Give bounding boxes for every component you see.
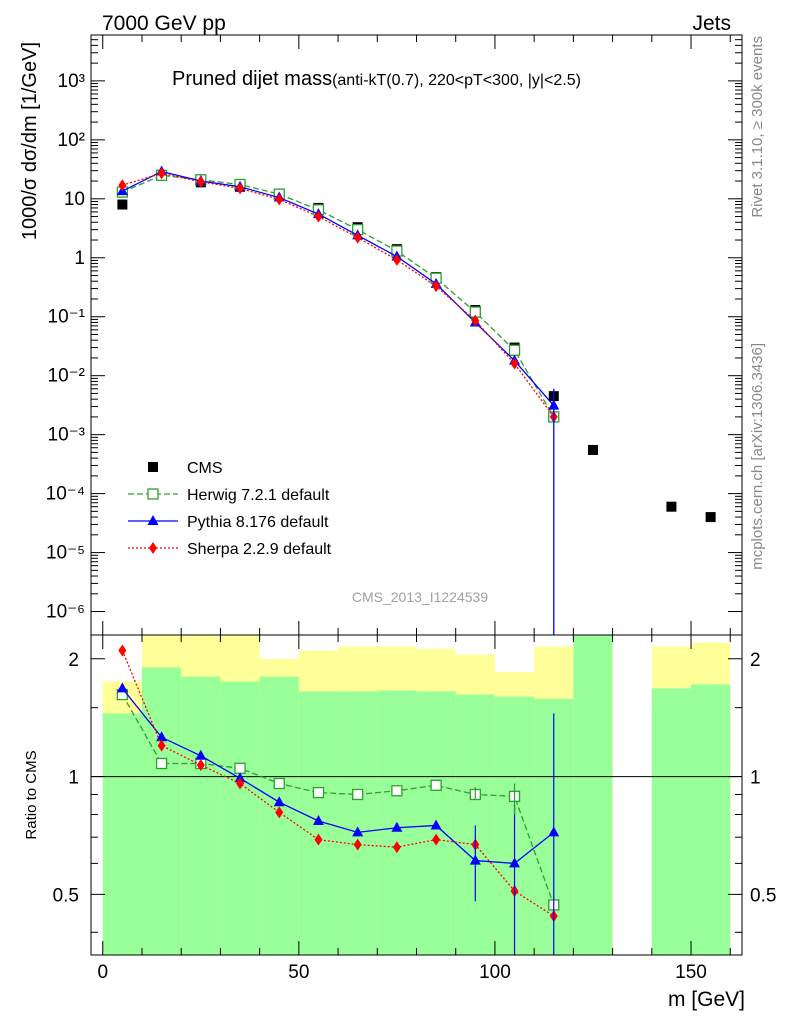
ratio-ytick-label-right: 0.5 bbox=[750, 885, 776, 906]
ratio-point bbox=[234, 762, 246, 774]
data-point bbox=[510, 357, 519, 370]
main-ytick-label: 10⁻⁶ bbox=[46, 602, 85, 623]
data-point bbox=[314, 210, 323, 223]
ratio-point bbox=[236, 777, 245, 790]
ratio-point bbox=[432, 833, 441, 846]
data-point bbox=[275, 193, 284, 206]
main-ytick-label: 10³ bbox=[58, 71, 85, 92]
uncertainty-band-inner bbox=[691, 684, 731, 955]
legend-marker bbox=[149, 542, 157, 554]
uncertainty-band-inner bbox=[181, 676, 221, 955]
main-ytick-label: 10 bbox=[64, 189, 85, 210]
ratio-point bbox=[273, 777, 285, 790]
ratio-ytick-label-right: 1 bbox=[750, 768, 761, 789]
data-point bbox=[666, 501, 677, 512]
uncertainty-band-inner bbox=[573, 635, 613, 955]
ratio-xtick-label: 100 bbox=[479, 962, 511, 983]
legend-marker bbox=[148, 462, 158, 472]
ratio-point bbox=[352, 788, 364, 801]
main-ytick-label: 10⁻⁴ bbox=[46, 484, 85, 505]
ratio-xtick-label: 50 bbox=[288, 962, 309, 983]
main-ylabel: 1000/σ dσ/dm [1/GeV] bbox=[19, 42, 41, 240]
ratio-point bbox=[118, 644, 127, 657]
main-ytick-label: 10⁻² bbox=[48, 366, 86, 387]
series-line bbox=[122, 174, 555, 418]
ratio-point bbox=[353, 838, 362, 851]
ratio-point bbox=[116, 682, 128, 693]
uncertainty-band-inner bbox=[220, 681, 260, 955]
main-ytick-label: 10⁻⁵ bbox=[46, 543, 85, 564]
ratio-point bbox=[155, 757, 168, 770]
ratio-point bbox=[312, 786, 325, 799]
ratio-series-line bbox=[121, 687, 555, 865]
ratio-point bbox=[273, 796, 285, 807]
data-point bbox=[117, 199, 128, 210]
series-line bbox=[122, 172, 555, 418]
main-title-suffix: (anti-kT(0.7), 220<pT<300, |y|<2.5) bbox=[332, 72, 581, 89]
main-ytick-label: 10⁻³ bbox=[48, 425, 86, 446]
ratio-point bbox=[312, 814, 324, 825]
main-ytick-label: 1 bbox=[74, 248, 85, 269]
ratio-point bbox=[352, 826, 364, 837]
ratio-point bbox=[430, 819, 442, 830]
legend-label: Herwig 7.2.1 default bbox=[187, 487, 330, 504]
main-ytick-label: 10² bbox=[58, 130, 85, 151]
legend-marker bbox=[147, 515, 159, 525]
uncertainty-band-inner bbox=[651, 688, 692, 955]
legend-label: CMS bbox=[187, 460, 223, 477]
data-point bbox=[196, 175, 205, 188]
header-right: Jets bbox=[692, 12, 731, 35]
ratio-point bbox=[391, 785, 403, 797]
legend-label: Sherpa 2.2.9 default bbox=[187, 541, 332, 558]
data-point bbox=[705, 512, 716, 523]
source-label: mcplots.cern.ch [arXiv:1306.3436] bbox=[749, 343, 766, 570]
ratio-point bbox=[392, 841, 401, 854]
data-point bbox=[587, 444, 598, 455]
ratio-ytick-label: 0.5 bbox=[53, 885, 79, 906]
data-point bbox=[471, 314, 480, 327]
ratio-ytick-label-right: 2 bbox=[750, 650, 761, 671]
data-point bbox=[508, 344, 521, 356]
ratio-point bbox=[156, 731, 168, 742]
main-title-text: Pruned dijet mass bbox=[172, 68, 332, 90]
ratio-point bbox=[391, 821, 403, 832]
ratio-ytick-label: 1 bbox=[68, 768, 79, 789]
legend-marker bbox=[147, 488, 159, 500]
data-point bbox=[353, 231, 362, 244]
legend-label: Pythia 8.176 default bbox=[187, 514, 329, 531]
uncertainty-band-inner bbox=[338, 691, 378, 955]
data-point bbox=[236, 182, 245, 195]
data-point bbox=[118, 179, 127, 192]
ratio-xtick-label: 0 bbox=[97, 962, 108, 983]
uncertainty-band-inner bbox=[102, 713, 142, 955]
series-line bbox=[122, 170, 555, 407]
ratio-series-line bbox=[121, 694, 555, 906]
ratio-point bbox=[196, 759, 205, 772]
ratio-xlabel: m [GeV] bbox=[668, 988, 745, 1011]
ratio-ylabel: Ratio to CMS bbox=[23, 750, 40, 839]
ratio-point bbox=[234, 772, 246, 783]
header-left: 7000 GeV pp bbox=[102, 12, 226, 35]
ratio-point bbox=[430, 779, 442, 791]
watermark: CMS_2013_I1224539 bbox=[352, 589, 488, 605]
ratio-point bbox=[195, 749, 207, 760]
ratio-point bbox=[275, 806, 284, 819]
ratio-point bbox=[157, 739, 166, 752]
ratio-point bbox=[314, 833, 323, 846]
data-point bbox=[157, 167, 166, 180]
ratio-panel: 0.5 0.5 1 1 2 2 0 50 100 150 Ratio to CMS m [GeV] bbox=[23, 634, 776, 1011]
rivet-label: Rivet 3.1.10, ≥ 300k events bbox=[749, 36, 766, 218]
data-point bbox=[432, 280, 441, 293]
uncertainty-band-inner bbox=[455, 694, 495, 955]
ratio-ytick-label: 2 bbox=[68, 650, 79, 671]
main-panel: 10⁻⁶ 10⁻⁵ 10⁻⁴ 10⁻³ 10⁻² 10⁻¹ 1 10 10² 10³ Pruned… bbox=[19, 34, 743, 636]
ratio-xtick-label: 150 bbox=[675, 962, 707, 983]
legend: CMS Herwig 7.2.1 default Pythia 8.176 defa… bbox=[128, 460, 332, 558]
data-point bbox=[392, 253, 401, 266]
main-title: Pruned dijet mass(anti-kT(0.7), 220<pT<3… bbox=[172, 68, 581, 90]
main-ytick-label: 10⁻¹ bbox=[48, 307, 86, 328]
